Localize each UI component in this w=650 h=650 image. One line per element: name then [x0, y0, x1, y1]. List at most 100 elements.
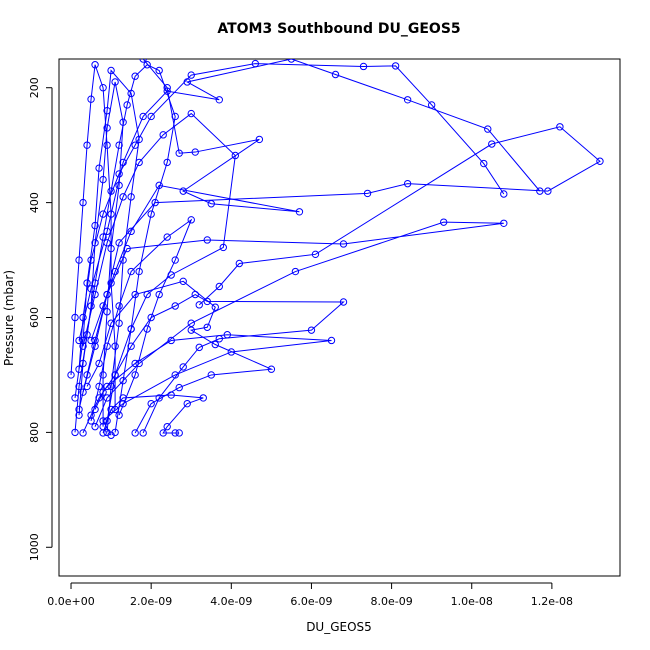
data-point [391, 62, 400, 70]
series-15 [99, 391, 207, 437]
series-line [74, 64, 176, 433]
data-point [99, 210, 107, 218]
data-point [87, 302, 95, 310]
data-point [211, 303, 219, 311]
data-point [99, 302, 107, 310]
series-line [94, 293, 345, 434]
data-point [207, 200, 215, 208]
data-point [187, 109, 195, 118]
data-point [235, 259, 244, 268]
x-tick-label: 8.0e-09 [370, 595, 412, 608]
data-point [171, 429, 179, 437]
data-point [171, 371, 179, 379]
data-point [163, 158, 171, 167]
data-point [151, 198, 159, 207]
data-point [155, 394, 163, 402]
data-point [147, 112, 155, 121]
data-point [87, 336, 95, 345]
data-point [103, 308, 111, 316]
data-point [267, 365, 276, 373]
series-4 [87, 59, 304, 345]
data-point [191, 148, 199, 156]
data-point [139, 59, 147, 63]
data-point [199, 394, 207, 402]
data-point [127, 227, 135, 236]
data-point [71, 394, 79, 402]
data-point [339, 298, 348, 306]
data-point [175, 383, 183, 392]
data-point [107, 66, 115, 75]
chart-title: ATOM3 Southbound DU_GEOS5 [217, 21, 460, 37]
data-point [179, 277, 187, 286]
data-point [159, 429, 167, 437]
data-point [115, 181, 123, 190]
series-14 [87, 216, 195, 425]
data-point [107, 187, 115, 195]
series-10 [71, 61, 179, 437]
data-point [87, 95, 95, 103]
data-point [67, 371, 75, 379]
data-point [99, 84, 107, 92]
series-line [78, 63, 505, 370]
data-point [119, 376, 127, 385]
data-point [99, 233, 107, 241]
data-point [187, 319, 195, 327]
data-point [127, 89, 135, 98]
series-13 [71, 66, 143, 437]
data-point [195, 343, 203, 352]
data-point [75, 382, 83, 391]
x-tick-label: 1.2e-08 [531, 595, 573, 608]
series-line [74, 69, 140, 433]
x-tick-label: 1.0e-08 [451, 595, 493, 608]
data-point [327, 336, 336, 345]
data-point [500, 190, 508, 198]
data-point [215, 335, 223, 343]
plot-area [67, 59, 604, 439]
data-point [119, 193, 127, 201]
data-point [91, 405, 99, 414]
data-point [179, 187, 187, 195]
data-point [203, 236, 211, 244]
data-point [115, 170, 123, 178]
x-tick-label: 0.0e+00 [47, 595, 94, 608]
y-tick-label: 200 [28, 77, 41, 98]
data-point [107, 279, 115, 287]
data-point [203, 323, 211, 331]
data-point [251, 59, 260, 68]
data-point [87, 411, 95, 419]
data-point [131, 371, 139, 379]
series-7 [91, 290, 348, 437]
plot-frame [58, 58, 621, 577]
data-point [480, 159, 488, 168]
series-line [90, 218, 193, 422]
series-12 [75, 78, 127, 431]
data-point [215, 282, 223, 291]
data-point [91, 342, 99, 350]
data-point [175, 149, 183, 157]
data-point [147, 399, 155, 408]
data-point [171, 302, 179, 310]
data-point [307, 326, 316, 334]
data-point [107, 405, 115, 414]
series-9 [79, 109, 240, 425]
data-point [484, 125, 492, 133]
data-point [135, 135, 143, 144]
data-point [119, 118, 127, 126]
data-point [159, 131, 167, 139]
data-point [91, 336, 99, 345]
data-point [163, 422, 171, 431]
data-point [107, 382, 115, 391]
data-point [75, 336, 83, 345]
y-tick-label: 1000 [28, 533, 41, 561]
series-line [90, 59, 300, 341]
data-point [79, 388, 87, 396]
data-point [103, 107, 111, 115]
data-point [99, 175, 107, 184]
series-5 [75, 59, 544, 345]
data-point [287, 59, 296, 63]
data-point [95, 382, 103, 391]
data-point [231, 151, 240, 160]
data-point [119, 158, 127, 167]
data-point [87, 417, 95, 425]
